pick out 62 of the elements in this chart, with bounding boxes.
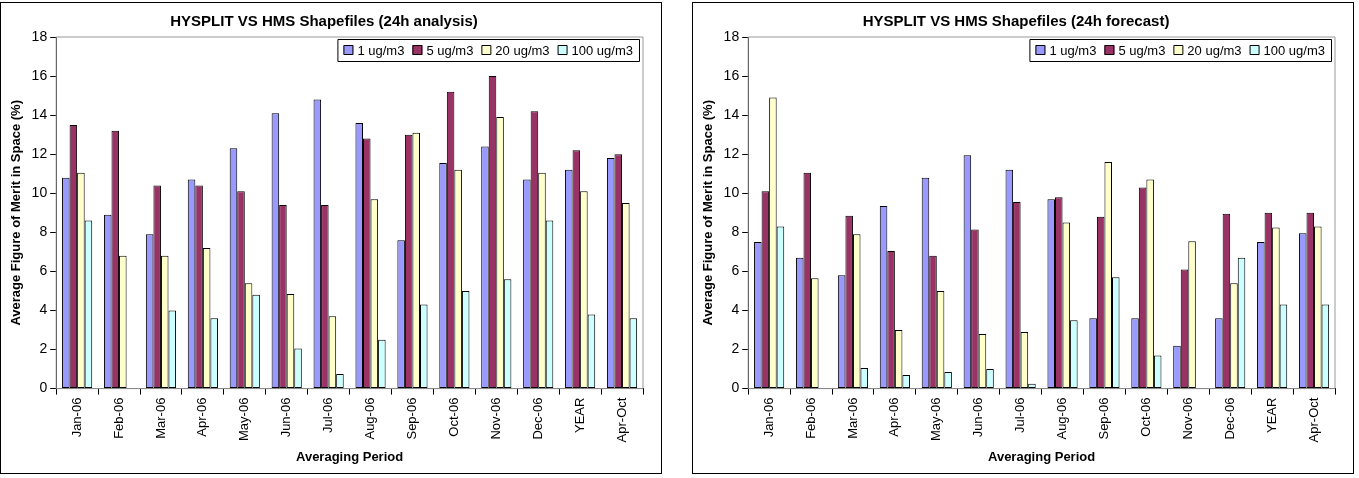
x-tick-label: May-06: [236, 397, 252, 441]
x-tick-label: May-06: [928, 397, 944, 441]
x-tick-label: Apr-06: [194, 397, 210, 437]
x-tick-label: Aug-06: [1054, 397, 1070, 440]
x-tick-label: Mar-06: [152, 397, 168, 439]
y-tick-label: 8: [731, 223, 740, 240]
x-tick-label: YEAR: [1263, 397, 1279, 434]
x-tick-label: Jan-06: [68, 397, 84, 438]
y-tick-label: 2: [731, 340, 740, 357]
x-axis-title: Averaging Period: [296, 448, 404, 464]
y-tick-label: 12: [31, 145, 48, 162]
y-tick-label: 8: [39, 223, 48, 240]
legend-label: 5 ug/m3: [1118, 42, 1166, 58]
x-tick-label: Apr-Oct: [613, 397, 629, 443]
legend-label: 5 ug/m3: [426, 42, 474, 58]
y-tick-label: 14: [723, 106, 740, 122]
y-tick-label: 2: [39, 340, 48, 357]
chart-title: HYSPLIT VS HMS Shapefiles (24h analysis): [170, 12, 478, 30]
y-axis-title: Average Figure of Merit in Space (%): [8, 100, 24, 326]
y-tick-label: 16: [31, 66, 48, 83]
y-axis-title: Average Figure of Merit in Space (%): [700, 100, 716, 326]
x-tick-label: Feb-06: [110, 397, 126, 439]
x-tick-label: Dec-06: [529, 397, 545, 440]
y-tick-label: 12: [723, 145, 740, 162]
legend-label: 20 ug/m3: [1187, 42, 1242, 58]
x-tick-label: Aug-06: [362, 397, 378, 440]
x-tick-label: Apr-06: [886, 397, 902, 437]
y-tick-label: 0: [731, 379, 740, 396]
legend-label: 1 ug/m3: [1049, 42, 1097, 58]
y-tick-label: 16: [723, 66, 740, 83]
x-tick-label: Feb-06: [802, 397, 818, 439]
x-tick-label: Nov-06: [1179, 397, 1195, 440]
legend-label: 100 ug/m3: [1263, 42, 1325, 58]
y-tick-label: 10: [31, 184, 48, 201]
y-tick-label: 4: [731, 301, 740, 318]
y-tick-label: 18: [31, 27, 48, 44]
y-tick-label: 0: [39, 379, 48, 396]
x-tick-label: Nov-06: [487, 397, 503, 440]
x-tick-label: Oct-06: [445, 397, 461, 437]
x-tick-label: Sep-06: [404, 397, 420, 440]
x-tick-label: Mar-06: [844, 397, 860, 439]
x-tick-label: Apr-Oct: [1305, 397, 1321, 443]
x-tick-label: Jul-06: [320, 397, 336, 434]
x-tick-label: Jul-06: [1012, 397, 1028, 434]
y-tick-label: 10: [723, 184, 740, 201]
chart-title: HYSPLIT VS HMS Shapefiles (24h forecast): [862, 12, 1170, 30]
y-tick-label: 14: [31, 106, 48, 122]
x-tick-label: Jun-06: [278, 397, 294, 438]
legend-label: 100 ug/m3: [571, 42, 633, 58]
x-tick-label: YEAR: [571, 397, 587, 434]
x-axis-title: Averaging Period: [988, 448, 1096, 464]
y-tick-label: 6: [731, 262, 740, 279]
y-tick-label: 18: [723, 27, 740, 44]
legend-label: 20 ug/m3: [495, 42, 550, 58]
x-tick-label: Jan-06: [760, 397, 776, 438]
x-tick-label: Sep-06: [1096, 397, 1112, 440]
x-tick-label: Oct-06: [1137, 397, 1153, 437]
x-tick-label: Jun-06: [970, 397, 986, 438]
x-tick-label: Dec-06: [1221, 397, 1237, 440]
y-tick-label: 6: [39, 262, 48, 279]
y-tick-label: 4: [39, 301, 48, 318]
legend-label: 1 ug/m3: [357, 42, 405, 58]
